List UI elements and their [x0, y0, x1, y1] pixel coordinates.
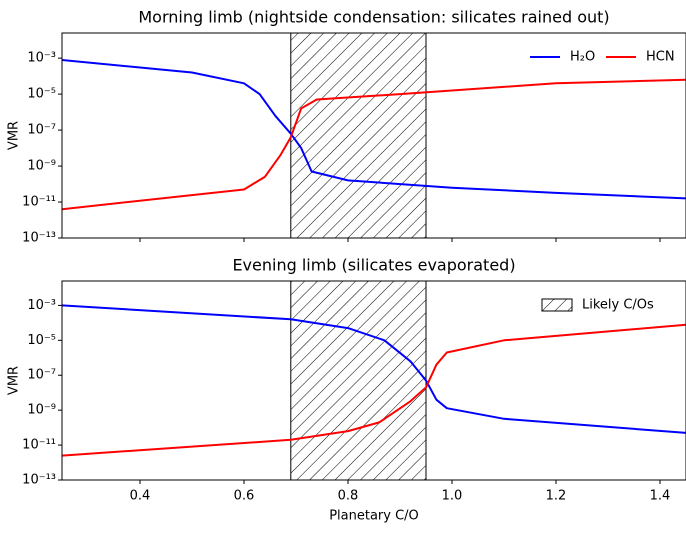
series-line — [62, 323, 686, 457]
y-axis-label: VMR — [7, 121, 22, 150]
legend-label: HCN — [646, 50, 675, 65]
legend-label: H₂O — [570, 50, 595, 65]
shade-region — [290, 32, 427, 239]
y-tick-label: 10⁻⁹ — [27, 403, 56, 418]
legend: Likely C/Os — [541, 298, 654, 313]
x-tick-label: 0.4 — [130, 489, 151, 504]
legend-swatch — [541, 298, 573, 312]
x-tick-label: 1.0 — [442, 489, 463, 504]
y-tick-label: 10⁻³ — [27, 51, 56, 66]
series-line — [62, 304, 686, 434]
x-tick-label: 1.4 — [650, 489, 671, 504]
chart-title: Morning limb (nightside condensation: si… — [138, 8, 609, 27]
x-axis-label: Planetary C/O — [329, 509, 419, 524]
x-tick-label: 1.2 — [546, 489, 567, 504]
y-tick-label: 10⁻³ — [27, 298, 56, 313]
x-tick-label: 0.8 — [338, 489, 359, 504]
legend-label: Likely C/Os — [582, 298, 654, 313]
y-axis-label: VMR — [7, 366, 22, 395]
y-tick-label: 10⁻¹³ — [22, 473, 56, 488]
axes-frame — [61, 280, 686, 481]
chart-title: Evening limb (silicates evaporated) — [232, 256, 515, 275]
y-tick-label: 10⁻⁵ — [27, 87, 56, 102]
y-tick-label: 10⁻¹¹ — [22, 438, 56, 453]
axes-frame — [61, 32, 686, 239]
legend: H₂O HCN — [530, 50, 675, 65]
y-tick-label: 10⁻¹¹ — [22, 195, 56, 210]
y-tick-label: 10⁻⁹ — [27, 159, 56, 174]
y-tick-label: 10⁻⁷ — [27, 368, 56, 383]
x-tick-label: 0.6 — [234, 489, 255, 504]
series-line — [62, 59, 686, 200]
y-tick-label: 10⁻⁵ — [27, 333, 56, 348]
y-tick-label: 10⁻⁷ — [27, 123, 56, 138]
shade-region — [290, 280, 427, 481]
y-tick-label: 10⁻¹³ — [22, 231, 56, 246]
series-line — [62, 78, 686, 211]
